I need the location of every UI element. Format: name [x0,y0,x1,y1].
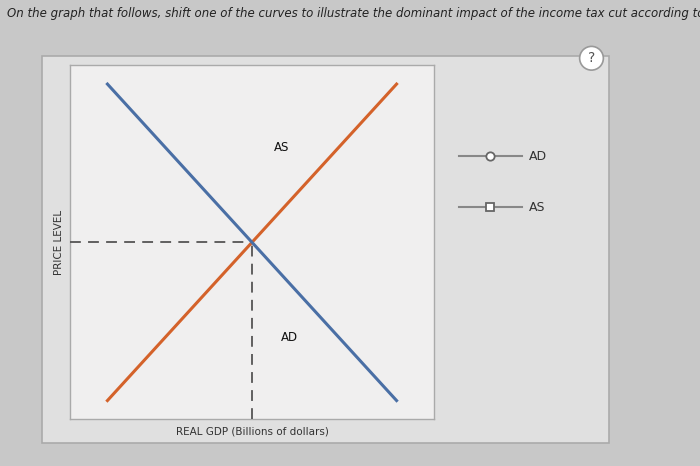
Text: AD: AD [281,331,298,344]
Y-axis label: PRICE LEVEL: PRICE LEVEL [55,210,64,275]
Text: AS: AS [528,201,545,214]
Text: ?: ? [588,51,595,65]
Text: AS: AS [274,141,289,154]
Text: On the graph that follows, shift one of the curves to illustrate the dominant im: On the graph that follows, shift one of … [7,7,700,20]
X-axis label: REAL GDP (Billions of dollars): REAL GDP (Billions of dollars) [176,426,328,436]
Text: AD: AD [528,150,547,163]
